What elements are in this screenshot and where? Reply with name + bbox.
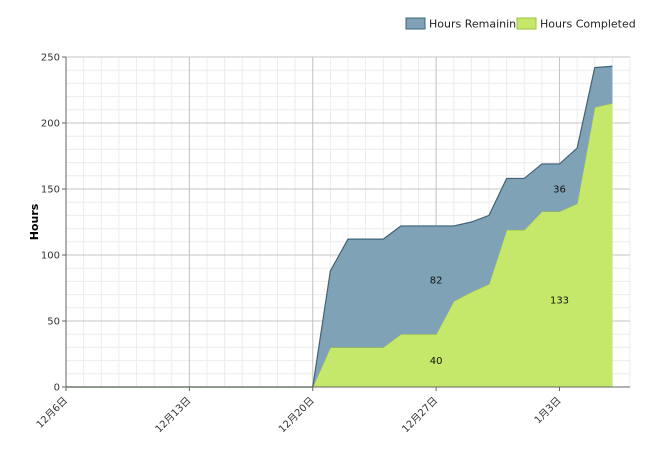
- legend-item-hours-completed: Hours Completed: [516, 17, 636, 31]
- y-tick-label: 150: [41, 185, 60, 196]
- y-tick-label: 100: [41, 251, 60, 262]
- line-hours-remaining: [66, 65, 613, 388]
- y-tick-label: 250: [41, 53, 60, 64]
- legend-swatch-hours-completed: [516, 17, 537, 30]
- y-tick-label: 200: [41, 119, 60, 130]
- area-hours-remaining: [66, 66, 613, 388]
- x-tick-label: 1月3日: [532, 395, 564, 427]
- data-label: 36: [553, 185, 566, 196]
- y-tick-label: 50: [47, 317, 60, 328]
- data-label: 40: [430, 356, 443, 367]
- areas: [66, 65, 613, 388]
- legend-swatch-hours-remaining: [405, 17, 426, 30]
- legend-label-hours-completed: Hours Completed: [540, 18, 636, 31]
- legend-item-hours-remaining: Hours Remaining: [405, 17, 523, 31]
- area-hours-completed: [66, 103, 613, 387]
- x-tick-label: 12月13日: [153, 395, 194, 436]
- x-tick-label: 12月6日: [34, 395, 70, 431]
- legend-label-hours-remaining: Hours Remaining: [429, 18, 523, 31]
- data-label: 82: [430, 276, 443, 287]
- x-tick-label: 12月27日: [400, 395, 441, 436]
- legend: Hours Remaining Hours Completed: [405, 17, 636, 31]
- data-labels: 82 40 36 133: [430, 185, 569, 368]
- data-label: 133: [550, 295, 569, 306]
- y-axis-title: Hours: [28, 203, 41, 240]
- x-tick-label: 12月20日: [276, 395, 317, 436]
- y-tick-label: 0: [54, 383, 60, 394]
